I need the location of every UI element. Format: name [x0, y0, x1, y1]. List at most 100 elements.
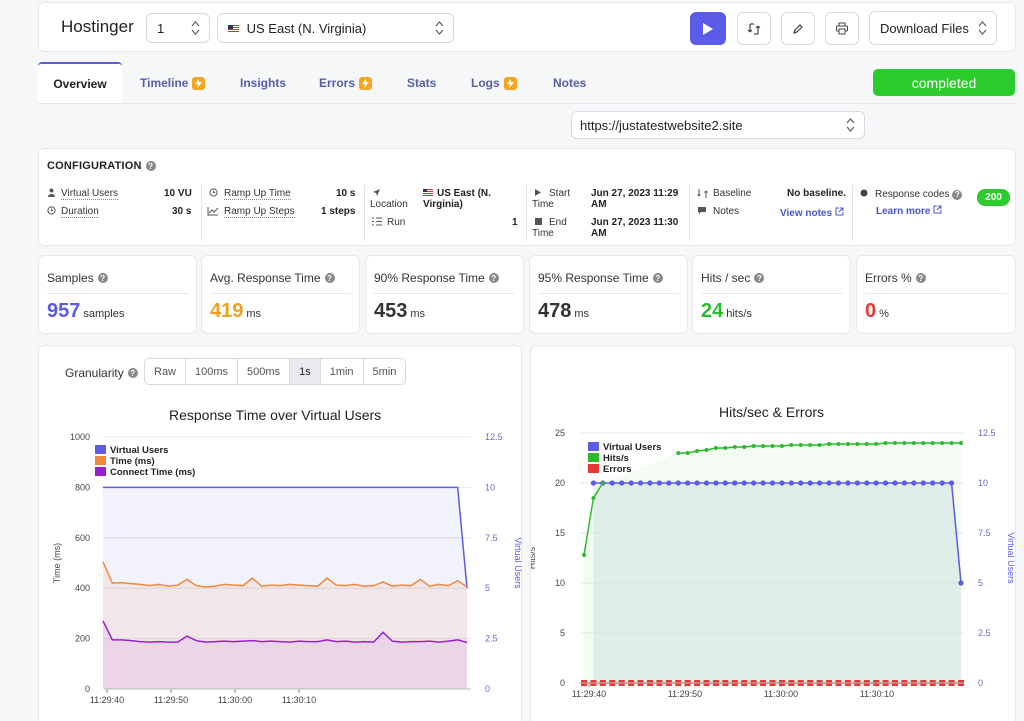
granularity-option-1s[interactable]: 1s: [290, 359, 321, 384]
region-select[interactable]: US East (N. Virginia): [217, 13, 454, 43]
download-files-select[interactable]: Download Files: [869, 11, 997, 45]
data-point: [817, 480, 823, 486]
granularity-option-5min[interactable]: 5min: [372, 365, 397, 378]
duration-value: 30 s: [172, 206, 192, 217]
stop-icon: [535, 218, 542, 225]
series-area: [584, 443, 961, 683]
granularity-option-500ms[interactable]: 500ms: [238, 359, 291, 384]
help-icon[interactable]: ?: [652, 273, 663, 283]
data-point: [874, 442, 879, 446]
view-notes-link[interactable]: View notes: [780, 207, 844, 219]
ramp-up-time-label: Ramp Up Time: [224, 188, 291, 200]
data-point: [619, 480, 625, 486]
region-select-value: US East (N. Virginia): [246, 21, 367, 36]
help-icon[interactable]: ?: [127, 368, 138, 378]
divider: [364, 185, 365, 241]
stat-label: 95% Response Time?: [538, 271, 663, 285]
help-icon[interactable]: ?: [952, 189, 963, 200]
data-point: [864, 480, 870, 486]
tab-label: Insights: [240, 76, 287, 90]
data-point: [836, 442, 841, 446]
tab-label: Logs: [471, 76, 500, 90]
learn-more-link[interactable]: Learn more: [876, 205, 942, 217]
data-point: [713, 446, 718, 450]
response-time-chart: 0 200 400 600 800 1000 0 2.5 5 7.5 10 12.5 Time (ms)…: [52, 432, 523, 705]
tab-label: Overview: [53, 77, 107, 91]
divider: [526, 185, 527, 241]
y-tick-label: 200: [75, 634, 90, 644]
print-button[interactable]: [825, 12, 859, 45]
granularity-option-raw[interactable]: Raw: [145, 359, 187, 384]
tabs-divider: [38, 103, 1016, 104]
data-point: [827, 442, 832, 446]
granularity-option-1min[interactable]: 1min: [321, 359, 364, 384]
status-badge: completed: [873, 69, 1015, 96]
data-point: [732, 445, 737, 449]
tab-insights[interactable]: Insights: [240, 62, 286, 104]
data-point: [930, 441, 935, 445]
data-point: [695, 449, 700, 453]
data-point: [703, 480, 710, 486]
bolt-icon: [359, 76, 373, 90]
stat-card-avg-response-time: Avg. Response Time? 419 ms: [201, 255, 360, 334]
url-select-value: https://justatestwebsite2.site: [580, 118, 743, 133]
divider: [538, 293, 679, 294]
data-point: [864, 442, 869, 446]
x-tick-label: 11:30:10: [282, 695, 316, 705]
legend-swatch: [588, 464, 599, 473]
run-test-button[interactable]: [690, 12, 726, 45]
edit-button[interactable]: [781, 12, 815, 45]
data-point: [807, 480, 813, 486]
pencil-icon: [793, 23, 803, 34]
url-select[interactable]: https://justatestwebsite2.site: [571, 111, 865, 139]
run-select[interactable]: 1: [146, 13, 210, 43]
tab-timeline[interactable]: Timeline: [140, 62, 206, 104]
tab-label: Notes: [553, 76, 587, 90]
stat-unit: ms: [574, 308, 590, 320]
data-point: [760, 480, 766, 486]
tab-notes[interactable]: Notes: [553, 62, 586, 104]
stat-label: Samples?: [47, 271, 108, 285]
stat-number: 957: [47, 300, 81, 322]
y-tick-label: 5: [560, 628, 565, 638]
y2-tick-label: 10: [485, 482, 495, 492]
tab-errors[interactable]: Errors: [319, 62, 373, 104]
compare-arrows-icon: [747, 22, 761, 35]
help-icon[interactable]: ?: [97, 273, 108, 283]
help-icon[interactable]: ?: [754, 273, 765, 283]
virtual-users-label: Virtual Users: [61, 188, 119, 200]
legend-swatch: [588, 442, 599, 451]
series-area: [593, 483, 961, 683]
notes-label: Notes: [713, 206, 740, 217]
data-point: [892, 480, 898, 486]
help-icon[interactable]: ?: [488, 273, 499, 283]
y2-tick-label: 0: [978, 678, 983, 688]
data-point: [722, 480, 728, 486]
data-point: [789, 443, 794, 447]
y-tick-label: 0: [560, 678, 565, 688]
data-point: [808, 443, 813, 447]
data-point: [675, 480, 681, 486]
legend-label: Virtual Users: [603, 442, 661, 453]
help-icon[interactable]: ?: [145, 161, 156, 171]
y-tick-label: 25: [555, 428, 565, 438]
stat-number: 24: [701, 300, 724, 322]
compare-button[interactable]: [737, 12, 771, 45]
y-tick-label: 1000: [70, 432, 90, 442]
granularity-option-100ms[interactable]: 100ms: [186, 359, 239, 384]
stat-number: 453: [374, 300, 408, 322]
x-tick-label: 11:30:10: [860, 689, 894, 699]
tab-label: Stats: [407, 76, 437, 90]
tab-overview[interactable]: Overview: [38, 62, 122, 104]
data-point: [845, 442, 850, 446]
tab-stats[interactable]: Stats: [407, 62, 436, 104]
data-point: [845, 480, 851, 486]
divider: [865, 293, 1007, 294]
run-label: Run: [387, 217, 406, 228]
data-point: [761, 444, 766, 448]
help-icon[interactable]: ?: [324, 273, 335, 283]
tab-logs[interactable]: Logs: [471, 62, 517, 104]
help-icon[interactable]: ?: [915, 273, 926, 283]
y-tick-label: 20: [555, 478, 565, 488]
x-tick-label: 11:29:50: [154, 695, 188, 705]
